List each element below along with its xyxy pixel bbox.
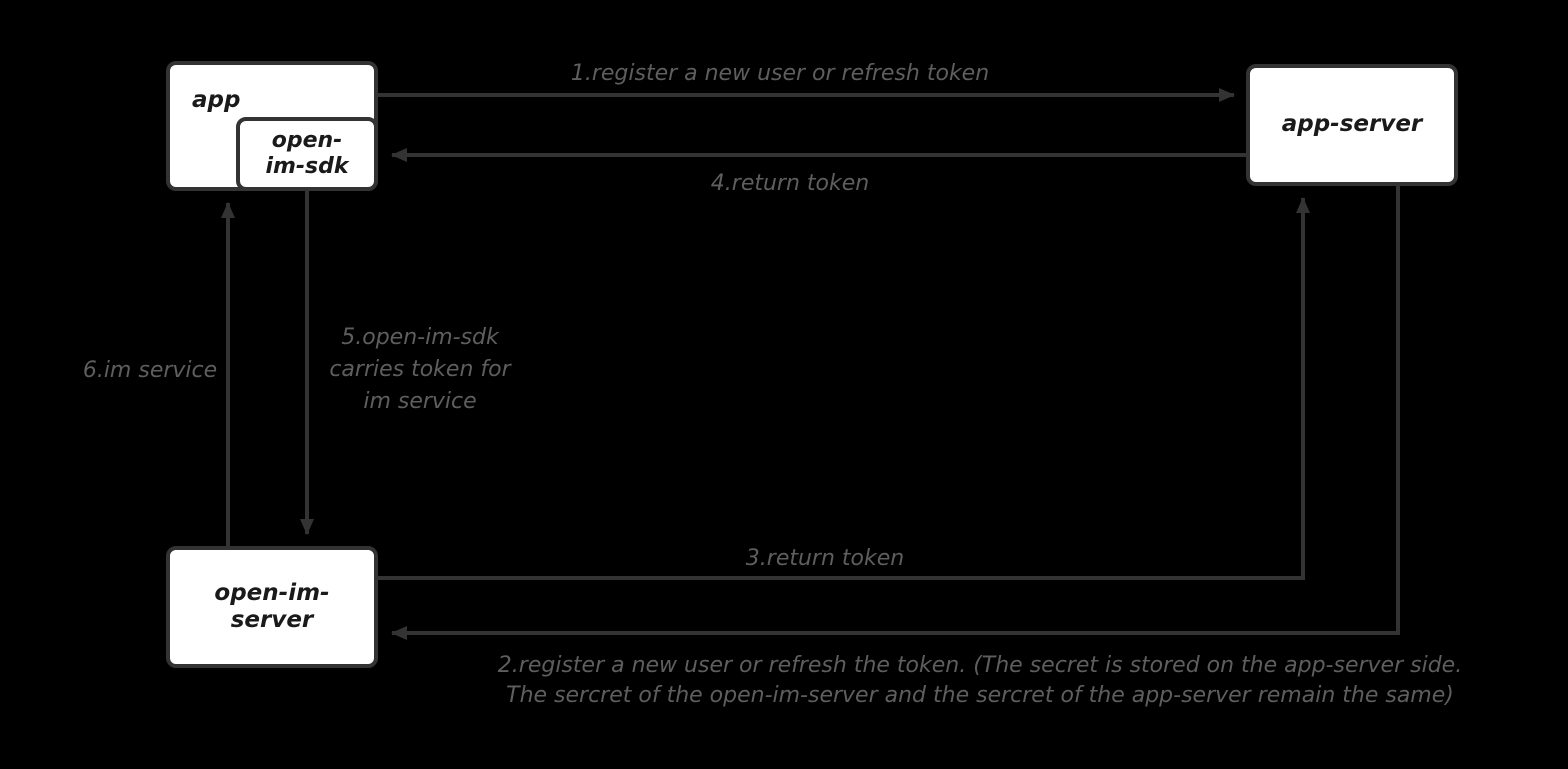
edge-2-register-refresh-token: [391, 186, 1400, 640]
edge-label-1: 1.register a new user or refresh token: [570, 61, 990, 86]
node-open-im-server-label: open-im- server: [214, 579, 330, 633]
node-open-im-sdk-label: open- im-sdk: [265, 128, 349, 179]
edge-label-4: 4.return token: [710, 171, 870, 196]
node-app-server[interactable]: app-server: [1246, 64, 1458, 186]
node-open-im-server[interactable]: open-im- server: [166, 546, 378, 668]
node-app-server-label: app-server: [1281, 111, 1423, 138]
node-open-im-sdk[interactable]: open- im-sdk: [236, 117, 378, 191]
node-app-label: app: [192, 87, 241, 113]
edge-3-return-token: [378, 197, 1310, 580]
edge-label-5: 5.open-im-sdk carries token for im servi…: [329, 325, 511, 414]
edge-label-2: 2.register a new user or refresh the tok…: [497, 653, 1463, 709]
edge-label-6: 6.im service: [82, 358, 218, 383]
edge-label-3: 3.return token: [745, 546, 905, 571]
